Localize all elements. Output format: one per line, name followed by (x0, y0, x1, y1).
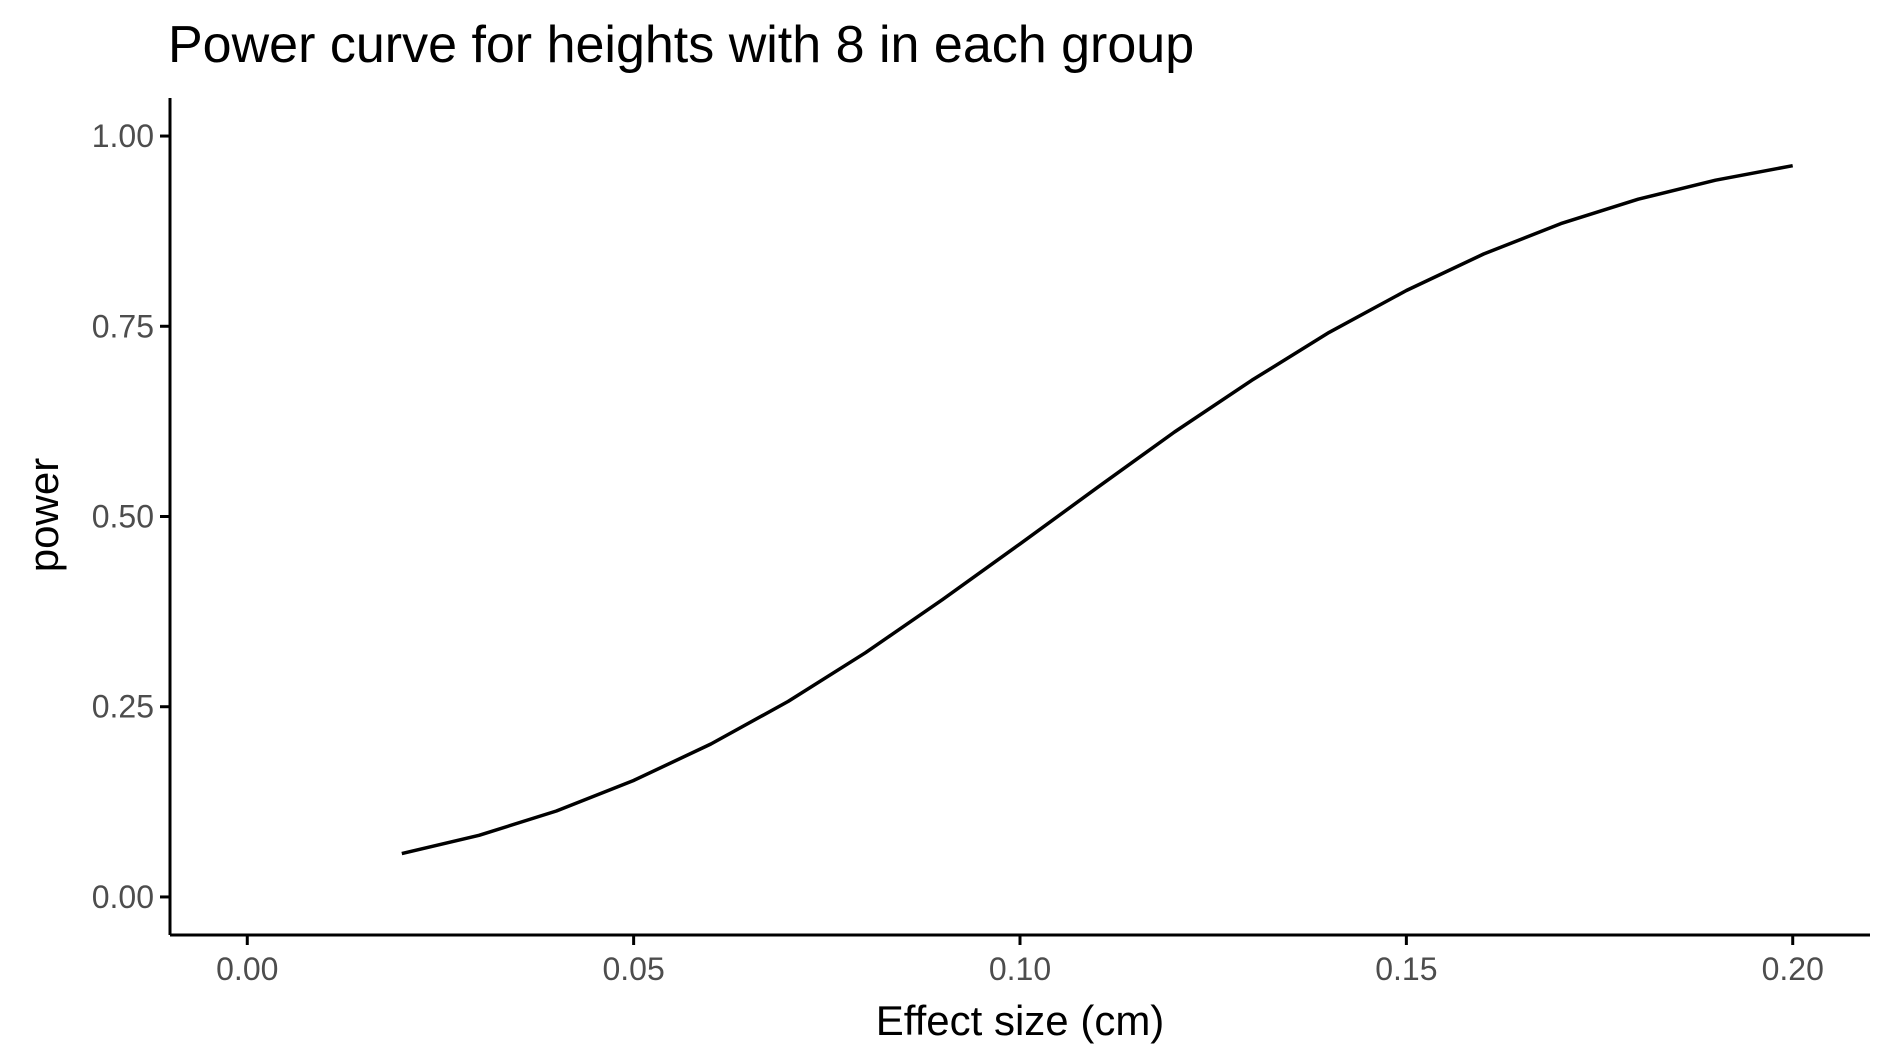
x-tick-label: 0.05 (602, 951, 664, 987)
y-axis-label: power (20, 458, 67, 572)
y-axis: 0.00 0.25 0.50 0.75 1.00 (92, 98, 172, 935)
y-tick-label: 0.00 (92, 879, 154, 915)
plot-area (401, 163, 1794, 856)
x-axis-label: Effect size (cm) (876, 997, 1165, 1044)
y-tick-label: 0.25 (92, 689, 154, 725)
x-tick-label: 0.20 (1762, 951, 1824, 987)
x-tick-label: 0.15 (1375, 951, 1437, 987)
x-tick-label: 0.10 (989, 951, 1051, 987)
chart-title: Power curve for heights with 8 in each g… (168, 16, 1194, 74)
x-tick-label: 0.00 (216, 951, 278, 987)
x-axis: 0.00 0.05 0.10 0.15 0.20 (170, 933, 1870, 987)
y-tick-label: 0.50 (92, 499, 154, 535)
y-tick-label: 1.00 (92, 118, 154, 154)
y-tick-label: 0.75 (92, 308, 154, 344)
power-curve-line (401, 163, 1794, 856)
